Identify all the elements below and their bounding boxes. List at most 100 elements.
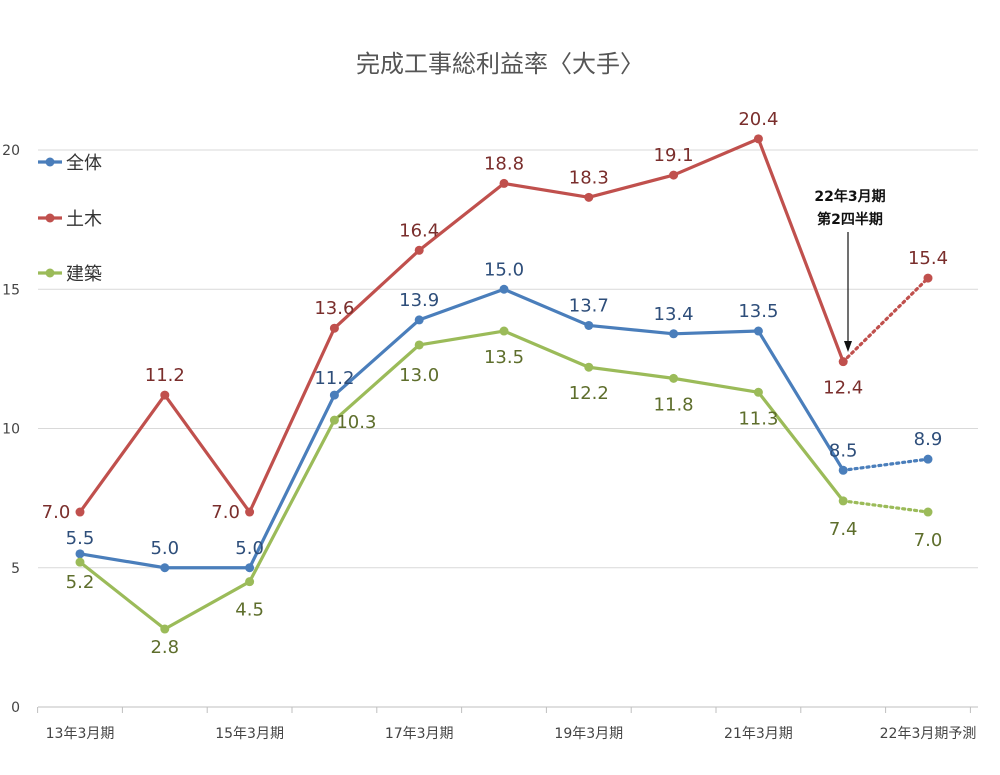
- x-axis: 13年3月期 15年3月期 17年3月期 19年3月期 21年3月期 22年3月期予測: [37, 707, 977, 742]
- series-1-forecast-line: [841, 276, 930, 364]
- x-tick-label-10: 22年3月期予測: [880, 726, 977, 742]
- series-1-point-2: [245, 507, 255, 517]
- grid-lines: [38, 149, 978, 708]
- series-2-label-10: 7.0: [914, 530, 943, 551]
- series-lines: [78, 137, 930, 631]
- series-0-forecast-line: [841, 457, 930, 472]
- series-2-label-8: 11.3: [738, 408, 778, 429]
- legend-marker-2: [45, 268, 55, 278]
- series-1-point-1: [160, 390, 170, 400]
- series-2-point-9: [838, 496, 848, 506]
- series-0-label-3: 11.2: [314, 368, 354, 389]
- series-1-label-10: 15.4: [908, 248, 948, 269]
- series-0-point-7: [669, 329, 679, 339]
- series-2-point-1: [160, 624, 170, 634]
- legend-label-2: 建築: [66, 264, 102, 285]
- series-2-label-3: 10.3: [336, 412, 376, 433]
- series-1-point-4: [414, 245, 424, 255]
- series-1-label-8: 20.4: [738, 109, 778, 130]
- x-tick-label-4: 17年3月期: [385, 726, 454, 742]
- series-1-label-2: 7.0: [211, 502, 240, 523]
- series-1-label-5: 18.8: [484, 153, 524, 174]
- y-tick-label-10: 10: [2, 422, 20, 438]
- series-1-point-7: [669, 170, 679, 180]
- series-1-label-6: 18.3: [569, 167, 609, 188]
- y-tick-label-20: 20: [2, 143, 20, 159]
- annotation: 22年3月期 第2四半期: [814, 188, 886, 352]
- series-0-label-4: 13.9: [399, 290, 439, 311]
- series-0-label-1: 5.0: [150, 538, 179, 559]
- series-2-point-4: [414, 340, 424, 350]
- series-2-point-3: [329, 415, 339, 425]
- series-1-point-10: [923, 273, 933, 283]
- series-0-label-2: 5.0: [235, 538, 264, 559]
- series-0-point-8: [753, 326, 763, 336]
- series-1-label-9: 12.4: [823, 378, 863, 399]
- y-tick-label-15: 15: [2, 282, 20, 298]
- series-2-label-0: 5.2: [66, 572, 95, 593]
- series-1-point-6: [584, 192, 594, 202]
- series-2-point-2: [245, 577, 255, 587]
- series-2-label-6: 12.2: [569, 383, 609, 404]
- x-tick-label-6: 19年3月期: [554, 726, 623, 742]
- series-2-label-5: 13.5: [484, 347, 524, 368]
- series-2-label-2: 4.5: [235, 600, 264, 621]
- series-2-label-4: 13.0: [399, 365, 439, 386]
- y-tick-label-5: 5: [11, 561, 20, 577]
- series-points: [75, 134, 933, 634]
- legend-marker-0: [45, 157, 55, 167]
- x-tick-label-8: 21年3月期: [724, 726, 793, 742]
- annotation-arrowhead: [844, 341, 852, 352]
- series-1-point-8: [753, 134, 763, 144]
- series-0-point-9: [838, 465, 848, 475]
- annotation-line-1: 22年3月期: [814, 188, 885, 205]
- series-1-point-5: [499, 178, 509, 188]
- series-1-line: [78, 137, 845, 514]
- series-0-label-5: 15.0: [484, 259, 524, 280]
- series-2-point-0: [75, 557, 85, 567]
- y-tick-label-0: 0: [11, 700, 20, 716]
- series-0-label-0: 5.5: [66, 528, 95, 549]
- legend-label-1: 土木: [66, 209, 102, 230]
- series-0-point-6: [584, 320, 594, 330]
- series-1-point-9: [838, 357, 848, 367]
- series-2-label-1: 2.8: [150, 637, 179, 658]
- series-0-label-8: 13.5: [738, 301, 778, 322]
- series-0-label-10: 8.9: [914, 429, 943, 450]
- series-0-point-5: [499, 284, 509, 294]
- annotation-line-2: 第2四半期: [817, 211, 883, 228]
- series-0-point-1: [160, 563, 170, 573]
- x-tick-label-2: 15年3月期: [215, 726, 284, 742]
- series-0-label-7: 13.4: [654, 304, 694, 325]
- series-0-label-9: 8.5: [829, 440, 858, 461]
- series-2-label-7: 11.8: [654, 394, 694, 415]
- series-1-label-4: 16.4: [399, 220, 439, 241]
- data-labels: 5.5 5.0 5.0 11.2 13.9 15.0 13.7 13.4 13.5 8.5 8.9 7…: [42, 109, 948, 658]
- series-1-point-0: [75, 507, 85, 517]
- series-0-point-4: [414, 315, 424, 325]
- series-0-point-0: [75, 549, 85, 559]
- series-0-point-3: [329, 390, 339, 400]
- chart-title: 完成工事総利益率〈大手〉: [356, 50, 644, 78]
- series-2-point-10: [923, 507, 933, 517]
- series-0-point-10: [923, 454, 933, 464]
- series-2-point-7: [669, 373, 679, 383]
- series-2-line: [79, 329, 845, 631]
- series-1-point-3: [329, 323, 339, 333]
- series-2-point-6: [584, 362, 594, 372]
- series-0-point-2: [245, 563, 255, 573]
- series-2-point-5: [499, 326, 509, 336]
- y-axis: 0 5 10 15 20: [2, 143, 20, 716]
- series-2-forecast-line: [841, 499, 930, 514]
- series-0-label-6: 13.7: [569, 295, 609, 316]
- series-2-point-8: [753, 387, 763, 397]
- series-2-label-9: 7.4: [829, 519, 858, 540]
- series-1-label-1: 11.2: [145, 365, 185, 386]
- series-1-label-0: 7.0: [42, 502, 71, 523]
- legend-label-0: 全体: [66, 153, 102, 174]
- x-tick-label-0: 13年3月期: [46, 726, 115, 742]
- legend-marker-1: [45, 213, 55, 223]
- series-1-label-3: 13.6: [314, 298, 354, 319]
